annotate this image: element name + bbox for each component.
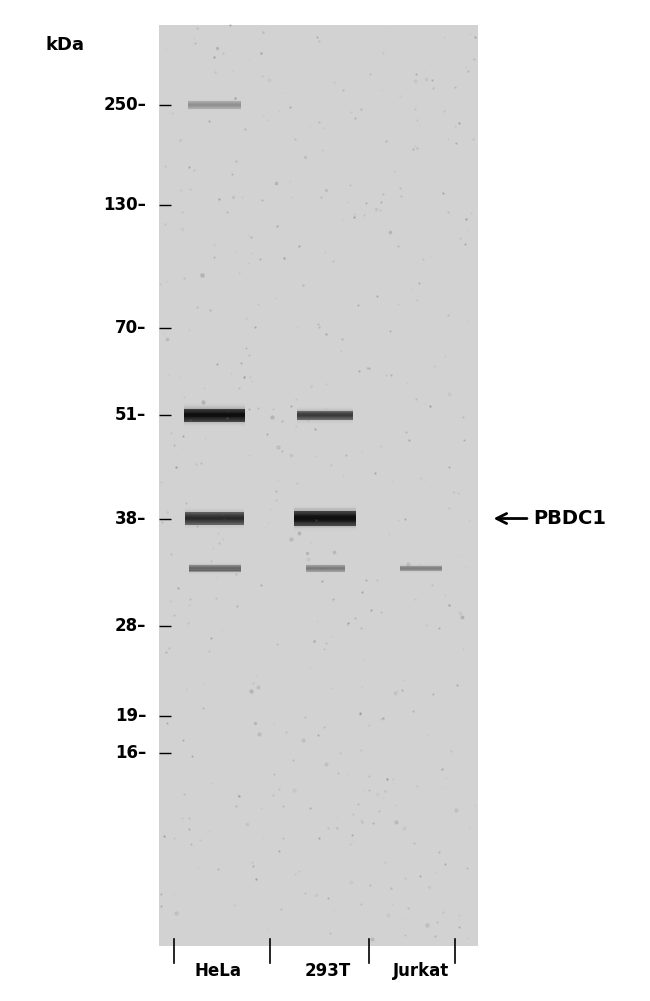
Bar <box>294 512 356 526</box>
Bar <box>185 513 244 525</box>
Bar <box>184 408 246 422</box>
Bar <box>188 565 240 573</box>
Text: HeLa: HeLa <box>194 962 241 980</box>
Text: 51–: 51– <box>115 406 146 424</box>
Text: 38–: 38– <box>115 510 146 528</box>
Text: 70–: 70– <box>115 319 146 337</box>
Text: 250–: 250– <box>103 96 146 114</box>
Bar <box>159 25 478 946</box>
Text: Jurkat: Jurkat <box>393 962 449 980</box>
Bar <box>400 566 443 572</box>
Text: 16–: 16– <box>115 744 146 762</box>
Text: 28–: 28– <box>115 617 146 635</box>
Text: 293T: 293T <box>305 962 352 980</box>
Text: 130–: 130– <box>103 196 146 214</box>
Bar <box>188 101 241 109</box>
Bar <box>306 566 345 572</box>
Text: PBDC1: PBDC1 <box>533 510 606 528</box>
Text: 19–: 19– <box>115 707 146 725</box>
Text: kDa: kDa <box>46 36 84 54</box>
Bar <box>298 410 352 420</box>
